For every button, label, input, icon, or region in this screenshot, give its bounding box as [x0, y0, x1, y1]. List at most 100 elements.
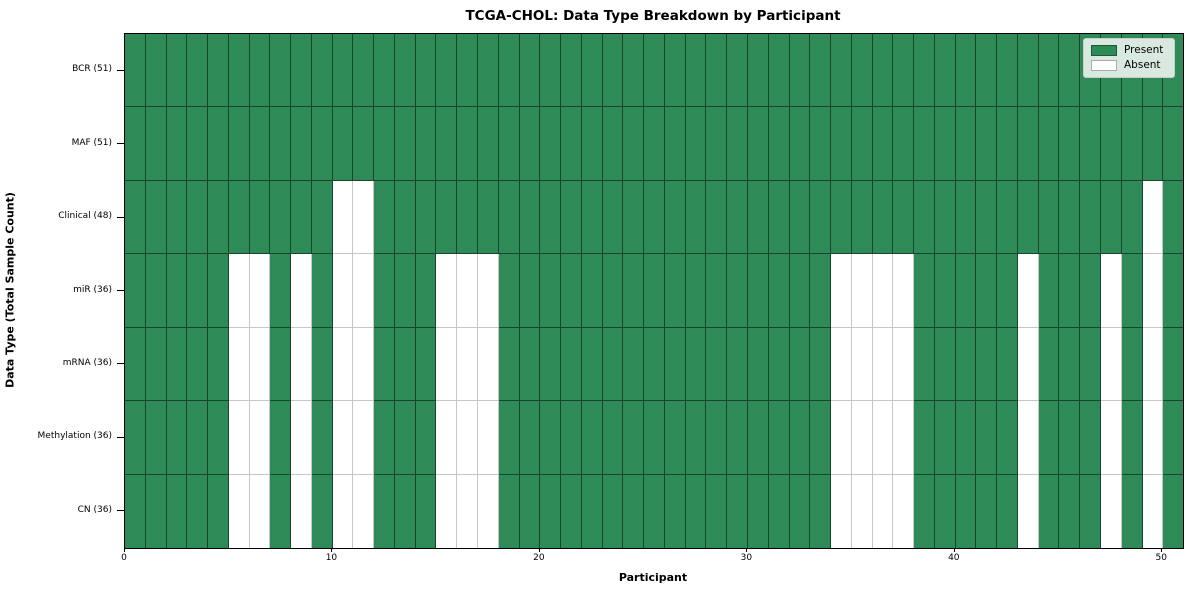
heatmap-cell	[394, 254, 416, 328]
heatmap-cell	[602, 34, 624, 108]
heatmap-cell	[997, 327, 1018, 402]
heatmap-cell	[1142, 107, 1164, 181]
xtick-label: 50	[1155, 553, 1167, 563]
heatmap-cell	[125, 107, 146, 181]
heatmap-cell	[1121, 327, 1143, 402]
heatmap-cell	[208, 34, 229, 108]
heatmap-cell	[332, 180, 354, 255]
heatmap-cell	[1038, 34, 1060, 108]
heatmap-cell	[1100, 254, 1122, 328]
heatmap-cell	[311, 107, 333, 181]
heatmap-cell	[374, 474, 395, 548]
heatmap-cell	[415, 401, 437, 475]
heatmap-cell	[125, 474, 146, 548]
heatmap-cell	[976, 107, 998, 181]
heatmap-cell	[249, 474, 271, 548]
heatmap-cell	[747, 254, 769, 328]
heatmap-cell	[1163, 474, 1184, 548]
heatmap-cell	[810, 327, 832, 402]
plot-area	[124, 33, 1184, 549]
heatmap-cell	[747, 34, 769, 108]
heatmap-cell	[893, 254, 915, 328]
heatmap-cell	[208, 401, 229, 475]
heatmap-cell	[1100, 107, 1122, 181]
heatmap-cell	[831, 401, 852, 475]
heatmap-cell	[561, 401, 582, 475]
ytick-mark	[117, 143, 124, 145]
heatmap-cell	[332, 107, 354, 181]
heatmap-cell	[1080, 401, 1101, 475]
heatmap-cell	[581, 34, 603, 108]
heatmap-cell	[187, 107, 209, 181]
heatmap-cell	[374, 327, 395, 402]
heatmap-cell	[291, 180, 312, 255]
heatmap-cell	[747, 401, 769, 475]
heatmap-cell	[166, 180, 188, 255]
heatmap-cell	[664, 327, 686, 402]
heatmap-cell	[415, 107, 437, 181]
heatmap-cell	[1059, 474, 1081, 548]
heatmap-cell	[1059, 254, 1081, 328]
heatmap-cell	[498, 254, 520, 328]
heatmap-row-CN	[125, 474, 1184, 548]
heatmap-cell	[914, 107, 935, 181]
heatmap-cell	[187, 474, 209, 548]
heatmap-cell	[789, 180, 811, 255]
heatmap-cell	[332, 401, 354, 475]
heatmap-cell	[623, 254, 645, 328]
heatmap-cell	[955, 34, 977, 108]
heatmap-cell	[125, 254, 146, 328]
heatmap-cell	[270, 401, 292, 475]
heatmap-cell	[394, 401, 416, 475]
heatmap-cell	[1142, 401, 1164, 475]
heatmap-cell	[145, 401, 167, 475]
heatmap-cell	[1038, 474, 1060, 548]
heatmap-cell	[353, 180, 375, 255]
heatmap-cell	[685, 180, 707, 255]
heatmap-cell	[644, 474, 665, 548]
heatmap-cell	[706, 401, 728, 475]
heatmap-cell	[644, 401, 665, 475]
heatmap-cell	[374, 180, 395, 255]
heatmap-cell	[540, 34, 562, 108]
heatmap-cell	[914, 401, 935, 475]
heatmap-cell	[228, 180, 250, 255]
heatmap-cell	[540, 180, 562, 255]
heatmap-cell	[478, 474, 499, 548]
heatmap-cell	[457, 34, 479, 108]
heatmap-cell	[166, 327, 188, 402]
heatmap-cell	[1142, 327, 1164, 402]
heatmap-cell	[768, 180, 790, 255]
heatmap-cell	[291, 474, 312, 548]
heatmap-cell	[145, 327, 167, 402]
ytick-label-CN: CN (36)	[77, 504, 112, 515]
heatmap-row-mRNA	[125, 327, 1184, 402]
heatmap-cell	[1059, 180, 1081, 255]
heatmap-cell	[685, 401, 707, 475]
heatmap-cell	[706, 180, 728, 255]
heatmap-cell	[581, 180, 603, 255]
heatmap-cell	[1059, 327, 1081, 402]
heatmap-cell	[976, 254, 998, 328]
heatmap-cell	[478, 401, 499, 475]
heatmap-cell	[478, 254, 499, 328]
heatmap-cell	[291, 327, 312, 402]
heatmap-cell	[976, 401, 998, 475]
heatmap-cell	[457, 401, 479, 475]
heatmap-cell	[706, 107, 728, 181]
heatmap-cell	[394, 107, 416, 181]
heatmap-cell	[851, 254, 873, 328]
heatmap-cell	[872, 474, 894, 548]
heatmap-cell	[664, 180, 686, 255]
heatmap-cell	[664, 401, 686, 475]
heatmap-cell	[768, 254, 790, 328]
heatmap-cell	[249, 107, 271, 181]
heatmap-cell	[789, 254, 811, 328]
legend-item-present: Present	[1084, 45, 1174, 56]
heatmap-cell	[1100, 180, 1122, 255]
heatmap-cell	[934, 107, 956, 181]
heatmap-cell	[228, 254, 250, 328]
heatmap-cell	[478, 180, 499, 255]
heatmap-cell	[1121, 474, 1143, 548]
heatmap-cell	[914, 180, 935, 255]
